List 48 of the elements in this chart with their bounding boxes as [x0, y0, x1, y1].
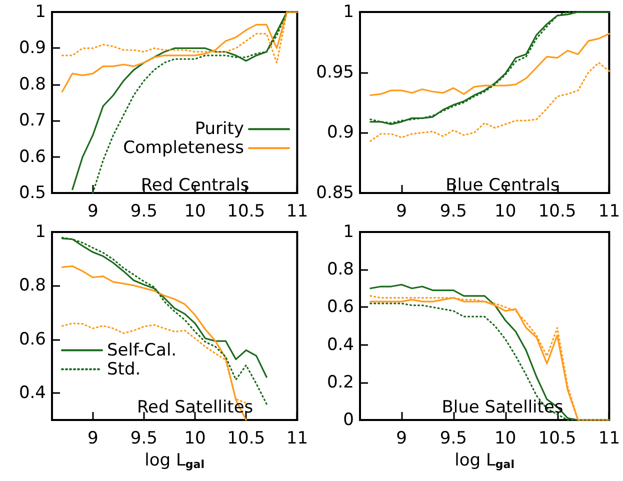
line-series: [370, 32, 610, 96]
text: Red Centrals: [140, 176, 250, 196]
x-tick-label: 9: [396, 202, 407, 222]
y-tick-label: 1: [343, 222, 354, 242]
y-tick-label: 0.95: [316, 62, 354, 82]
x-tick-label: 10.5: [227, 428, 266, 448]
y-tick-label: 0.4: [326, 334, 354, 355]
text: Blue Centrals: [446, 176, 560, 196]
y-tick-label: 0.4: [18, 383, 46, 404]
x-tick-label: 9: [396, 428, 407, 448]
x-tick-label: 11: [286, 428, 308, 448]
y-tick-label: 0: [343, 410, 354, 430]
y-tick-label: 0.8: [326, 260, 354, 280]
y-tick-label: 1: [35, 2, 46, 22]
x-tick-label: 10: [184, 428, 206, 448]
x-tick-label: 11: [598, 428, 620, 448]
line-series: [370, 62, 610, 142]
y-tick-label: 0.8: [18, 276, 46, 296]
x-tick-label: 9: [87, 428, 98, 448]
x-tick-label: 9.5: [130, 202, 158, 222]
x-tick-label: 9.5: [440, 428, 467, 448]
x-tick-label: 9.5: [130, 428, 158, 448]
y-tick-label: 0.6: [18, 146, 46, 167]
legend-label: Self-Cal.: [107, 340, 177, 360]
legend-label: Completeness: [123, 138, 244, 158]
y-tick-label: 0.7: [18, 110, 46, 131]
y-tick-label: 1: [343, 2, 354, 22]
x-tick-label: 10: [494, 202, 516, 222]
x-tick-label: 10.5: [227, 202, 266, 222]
y-tick-label: 0.85: [316, 183, 354, 203]
y-tick-label: 0.6: [326, 297, 354, 318]
y-tick-label: 0.9: [18, 38, 46, 58]
x-tick-label: 10.5: [538, 428, 576, 448]
y-tick-label: 0.6: [18, 329, 46, 350]
x-tick-label: 10: [184, 202, 206, 222]
legend-label: Purity: [194, 119, 244, 140]
y-tick-label: 0.9: [326, 122, 354, 143]
x-tick-label: 9: [87, 202, 98, 222]
x-tick-label: 11: [286, 202, 308, 222]
y-tick-label: 0.5: [18, 183, 46, 203]
x-tick-label: 10: [494, 428, 516, 448]
x-tick-label: 10.5: [538, 202, 576, 222]
x-tick-label: 9.5: [440, 202, 467, 222]
legend-label: Std.: [107, 359, 141, 380]
y-tick-label: 0.2: [326, 372, 354, 392]
y-tick-label: 0.8: [18, 74, 46, 94]
x-tick-label: 11: [598, 202, 620, 222]
y-tick-label: 1: [35, 222, 46, 242]
